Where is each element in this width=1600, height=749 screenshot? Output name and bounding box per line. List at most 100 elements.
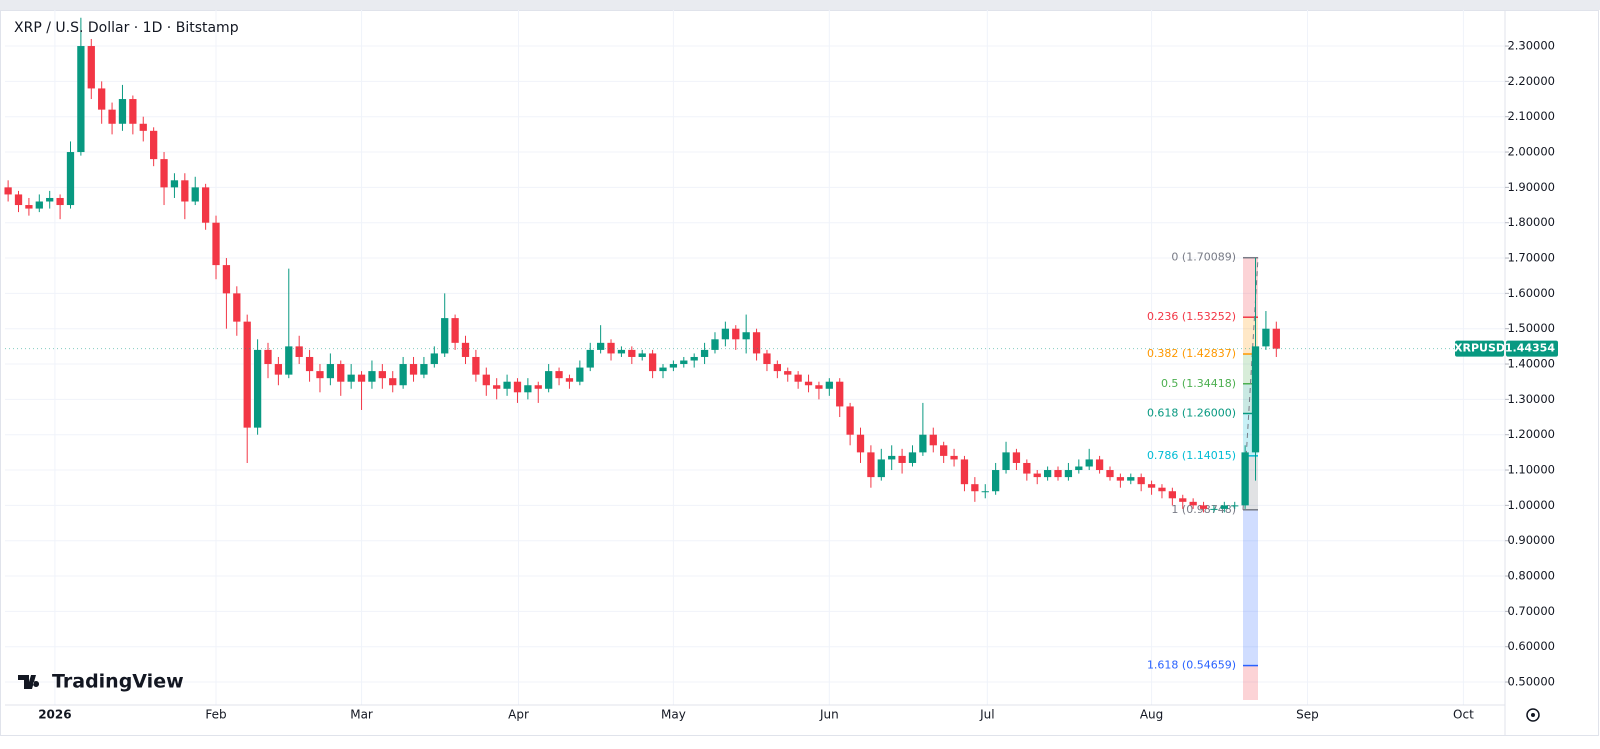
candle-body	[773, 364, 781, 372]
candle-body	[129, 99, 137, 124]
x-tick-label: Jul	[979, 708, 994, 722]
candle-body	[1210, 508, 1218, 510]
axes: 0.50000 0.60000 0.70000 0.80000 0.90000 1.000…	[38, 39, 1555, 722]
candle-body	[867, 452, 875, 478]
candle-body	[1075, 466, 1083, 471]
candle-body	[222, 265, 231, 294]
candle-body	[690, 356, 698, 361]
y-tick-label: 0.50000	[1507, 675, 1555, 689]
candle-body	[576, 367, 584, 382]
candle-body	[846, 406, 854, 435]
y-tick-label: 2.10000	[1507, 109, 1555, 123]
candle-body	[46, 197, 54, 202]
y-tick-label: 1.10000	[1507, 463, 1555, 477]
candle-body	[295, 346, 303, 357]
x-tick-label: Apr	[508, 708, 529, 722]
x-tick-label: May	[661, 708, 686, 722]
candle-body	[378, 371, 386, 379]
price-tag-label: 1.44354	[1505, 342, 1555, 355]
candle-body	[929, 434, 937, 446]
candle-body	[160, 159, 168, 188]
candle-body	[1106, 470, 1114, 478]
y-tick-label: 1.50000	[1507, 321, 1555, 335]
candle-body	[399, 364, 407, 386]
y-tick-label: 2.20000	[1507, 74, 1555, 88]
candle-body	[586, 349, 594, 368]
candle-body	[555, 371, 563, 379]
candle-body	[784, 371, 792, 375]
candle-body	[243, 321, 251, 428]
candle-body	[420, 364, 428, 375]
candle-body	[368, 371, 376, 382]
candle-body	[1251, 346, 1260, 453]
x-tick-label: Aug	[1140, 708, 1163, 722]
candle-body	[108, 109, 116, 124]
x-tick-label: Feb	[205, 708, 226, 722]
candle-body	[337, 364, 345, 382]
y-tick-label: 2.00000	[1507, 145, 1555, 159]
price-tag	[1506, 340, 1558, 357]
candles	[4, 17, 1280, 513]
candle-body	[233, 293, 241, 322]
candle-body	[274, 364, 283, 375]
settings-button[interactable]	[1526, 708, 1540, 722]
candle-body	[648, 353, 657, 372]
candle-body	[596, 342, 605, 350]
candle-body	[56, 197, 64, 206]
candle-body	[836, 381, 844, 407]
fib-zone	[1243, 257, 1258, 318]
grid	[5, 10, 1505, 705]
candle-body	[482, 374, 490, 386]
candle-body	[503, 381, 511, 389]
candle-body	[1168, 491, 1176, 499]
fib-level-label: 0.786 (1.14015)	[1147, 449, 1236, 462]
candle-body	[607, 342, 615, 354]
candle-body	[1064, 470, 1073, 478]
candle-body	[409, 364, 418, 375]
candle-body	[752, 332, 761, 354]
candle-body	[472, 356, 480, 375]
symbol-tag-label: XRPUSD	[1454, 342, 1505, 355]
x-tick-label: 2026	[38, 708, 71, 722]
candle-body	[898, 455, 906, 463]
candle-body	[1220, 505, 1228, 509]
candle-body	[888, 455, 896, 460]
candle-body	[919, 434, 927, 453]
candle-body	[170, 180, 179, 188]
candle-body	[513, 381, 522, 393]
candle-body	[1272, 328, 1280, 349]
y-tick-label: 2.30000	[1507, 39, 1555, 53]
top-toolbar	[0, 0, 1600, 10]
candle-body	[815, 385, 823, 389]
candle-body	[191, 187, 199, 202]
candle-body	[992, 470, 1000, 492]
fib-level-label: 0.618 (1.26000)	[1147, 407, 1236, 420]
candle-body	[212, 222, 220, 266]
candle-body	[669, 364, 678, 368]
candle-body	[493, 385, 501, 389]
watermark-text: TradingView	[52, 671, 184, 693]
candle-body	[1095, 459, 1104, 471]
candle-body	[139, 123, 147, 131]
settings-icon[interactable]	[1526, 708, 1540, 722]
candle-body	[389, 378, 397, 386]
candle-body	[4, 187, 12, 195]
candle-body	[638, 353, 646, 357]
candle-body	[1137, 477, 1145, 485]
candle-body	[150, 130, 158, 160]
candle-body	[981, 491, 989, 493]
candle-body	[441, 318, 449, 354]
candle-body	[617, 349, 626, 354]
y-tick-label: 0.90000	[1507, 533, 1555, 547]
candle-body	[305, 356, 314, 372]
candle-body	[1199, 505, 1208, 509]
candle-body	[908, 452, 917, 463]
candle-body	[326, 364, 335, 379]
candle-body	[461, 342, 470, 357]
candle-body	[659, 367, 667, 372]
last-price-tag: XRPUSD 1.44354	[5, 340, 1558, 357]
candle-body	[1043, 470, 1052, 478]
candle-body	[721, 328, 730, 340]
